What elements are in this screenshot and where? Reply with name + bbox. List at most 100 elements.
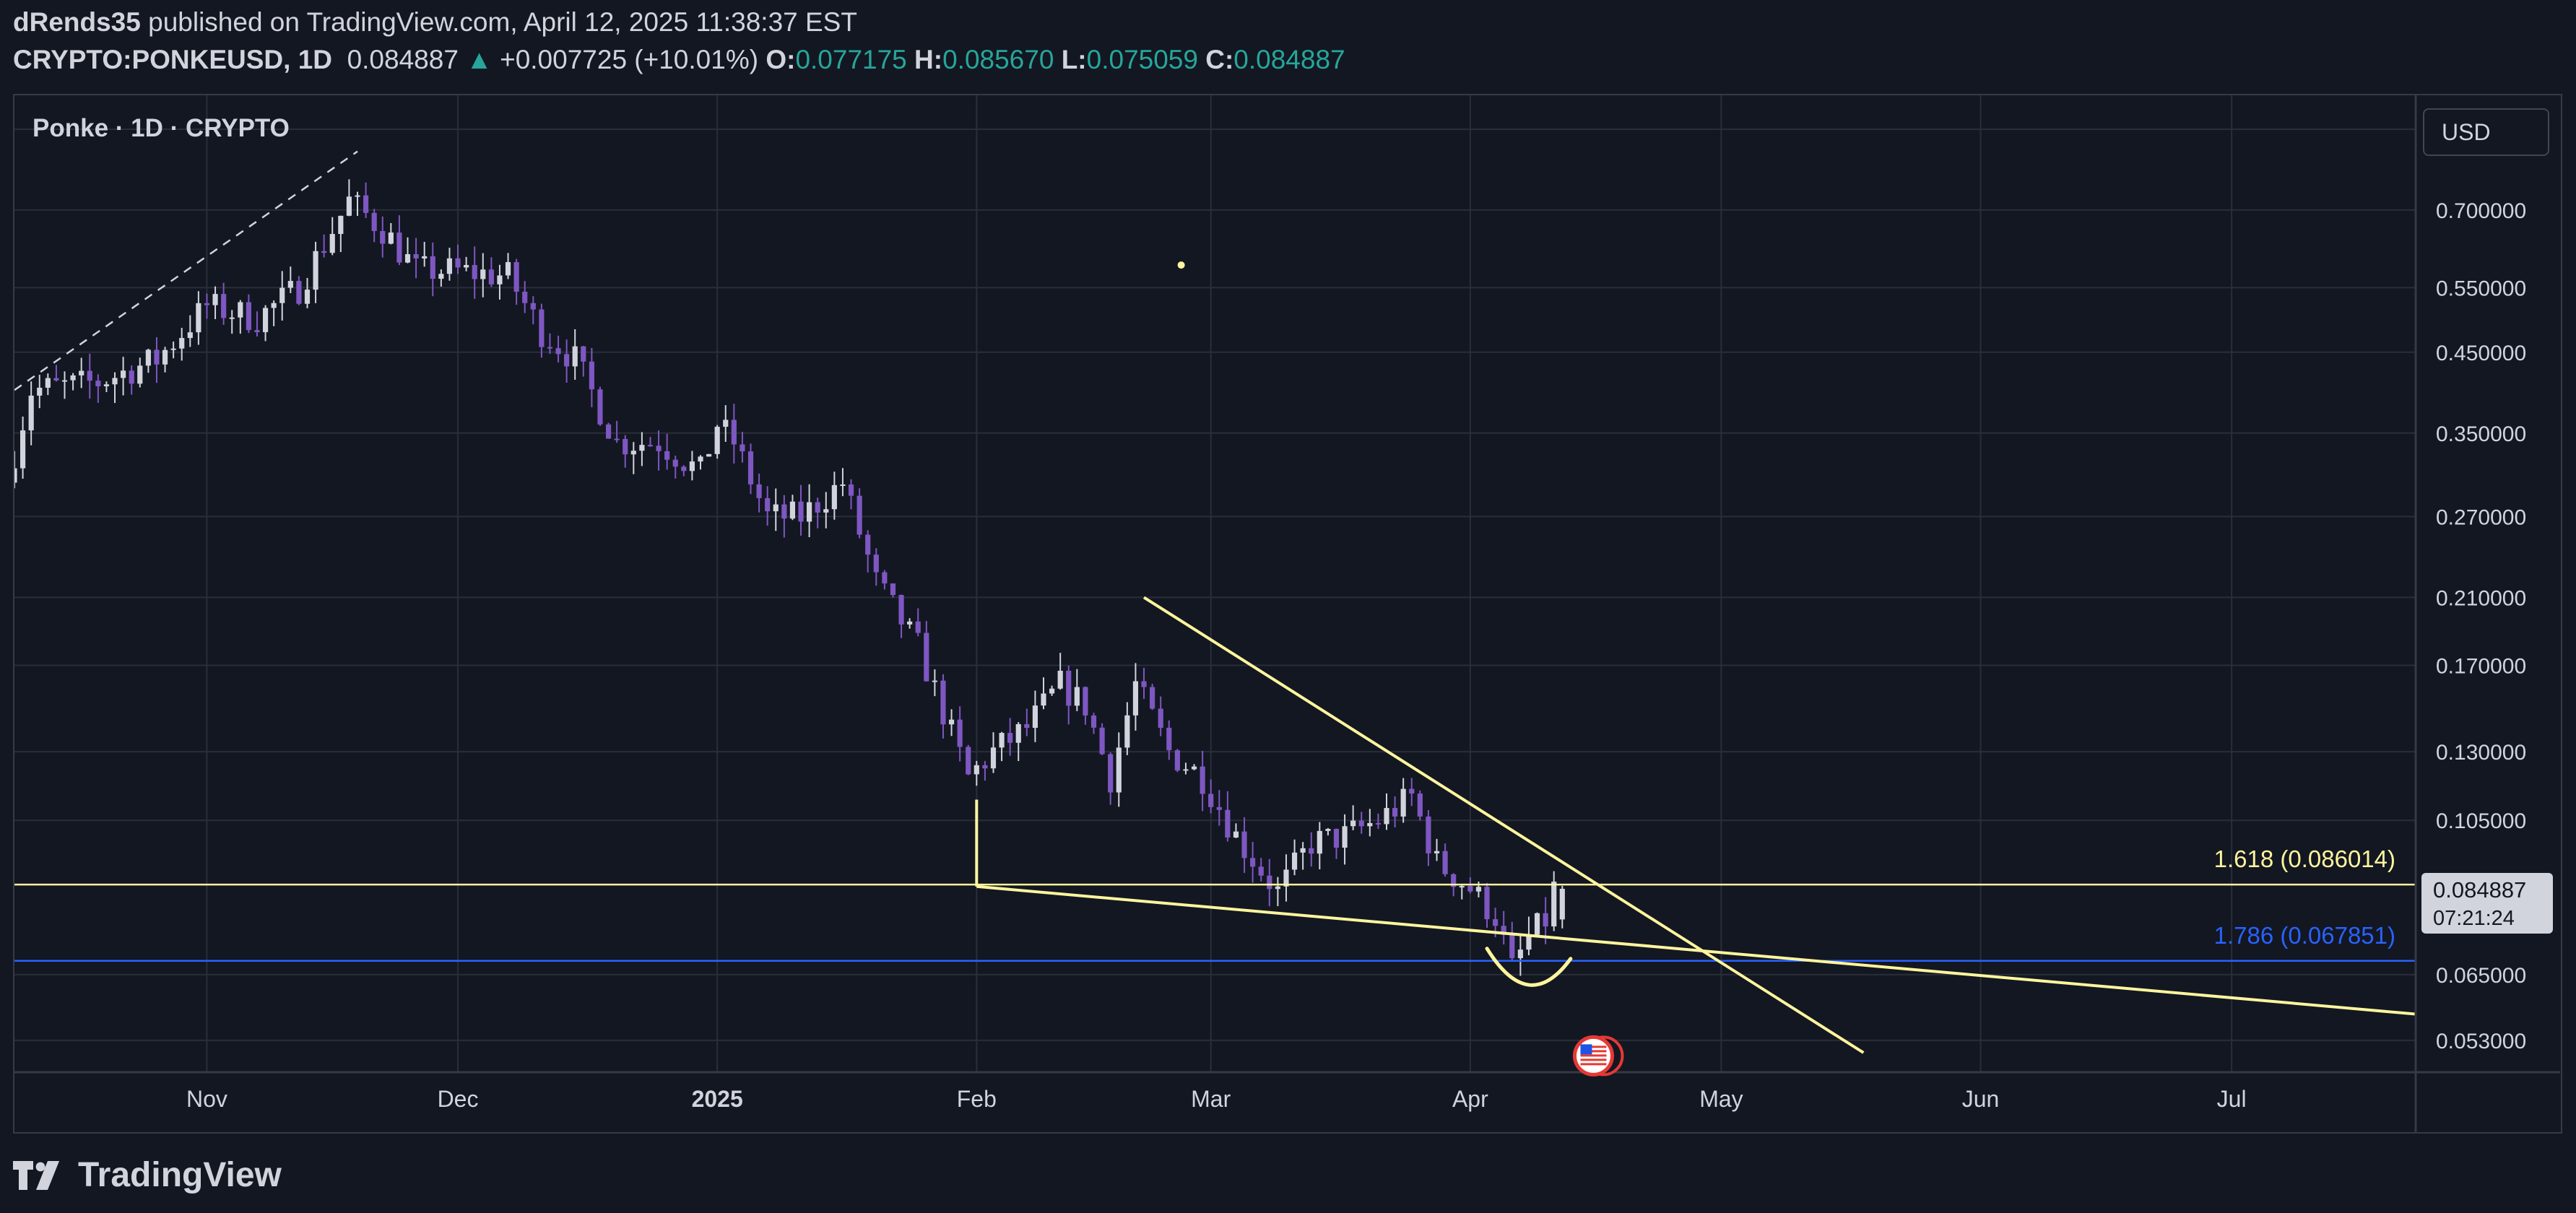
candle-body bbox=[890, 583, 896, 596]
candle-body bbox=[162, 349, 168, 365]
y-tick-label: 0.350000 bbox=[2436, 422, 2526, 446]
tradingview-logo-icon bbox=[13, 1160, 59, 1190]
open-label: O: bbox=[766, 45, 796, 74]
candle-body bbox=[1501, 926, 1506, 935]
candle-body bbox=[1517, 949, 1523, 959]
candle-body bbox=[999, 733, 1005, 748]
candle-body bbox=[898, 595, 904, 625]
candle-body bbox=[380, 230, 386, 244]
candle-body bbox=[329, 234, 335, 253]
candle-body bbox=[1066, 670, 1072, 706]
author-name[interactable]: dRends35 bbox=[13, 7, 141, 37]
open-value: 0.077175 bbox=[795, 45, 907, 74]
candle-body bbox=[1049, 688, 1055, 694]
x-tick-label: May bbox=[1699, 1086, 1743, 1112]
candle-body bbox=[1534, 913, 1540, 935]
candle-body bbox=[313, 251, 318, 290]
candle-body bbox=[1526, 934, 1532, 950]
candle-body bbox=[924, 632, 929, 682]
candle-body bbox=[304, 290, 311, 304]
candle-body bbox=[1024, 723, 1030, 729]
candle-body bbox=[581, 346, 586, 362]
candle-body bbox=[948, 719, 955, 725]
low-value: 0.075059 bbox=[1086, 45, 1198, 74]
candle-body bbox=[1426, 816, 1431, 853]
candle-body bbox=[246, 302, 251, 331]
candle-body bbox=[112, 378, 118, 385]
candle-body bbox=[121, 370, 126, 378]
candle-body bbox=[747, 451, 754, 484]
y-tick-label: 0.550000 bbox=[2436, 277, 2526, 300]
candle-body bbox=[271, 303, 277, 308]
candle-body bbox=[1551, 882, 1557, 927]
candle-body bbox=[547, 347, 553, 349]
candle-body bbox=[530, 303, 536, 310]
flag-stripe bbox=[1580, 1045, 1607, 1048]
x-tick-label: Dec bbox=[438, 1086, 479, 1112]
publish-info: published on TradingView.com, April 12, … bbox=[140, 7, 857, 37]
candle-body bbox=[857, 495, 862, 535]
candle-body bbox=[287, 281, 293, 288]
tradingview-logo[interactable]: TradingView bbox=[13, 1155, 282, 1195]
currency-button[interactable]: USD bbox=[2423, 108, 2549, 156]
candle-body bbox=[1442, 851, 1448, 874]
current-price-tag bbox=[2421, 872, 2553, 934]
chart-legend-title[interactable]: Ponke · 1D · CRYPTO bbox=[32, 114, 290, 142]
candle-body bbox=[614, 438, 620, 440]
candle-body bbox=[404, 254, 411, 263]
x-tick-label: Jun bbox=[1962, 1086, 2000, 1112]
candle-body bbox=[79, 370, 84, 375]
candle-body bbox=[1367, 822, 1373, 827]
candle-body bbox=[672, 459, 678, 467]
flag-stripe bbox=[1580, 1058, 1607, 1061]
candle-body bbox=[681, 466, 687, 471]
candle-body bbox=[1283, 869, 1289, 887]
plot-area bbox=[14, 95, 2416, 1072]
candle-body bbox=[438, 274, 444, 279]
flag-canton bbox=[1580, 1044, 1592, 1055]
x-tick-label: Mar bbox=[1191, 1086, 1231, 1112]
candle-body bbox=[14, 468, 17, 483]
candle-body bbox=[1342, 826, 1348, 848]
candle-body bbox=[212, 294, 218, 305]
candle-body bbox=[446, 258, 453, 274]
candle-body bbox=[1241, 831, 1247, 858]
candle-body bbox=[1275, 886, 1280, 890]
candle-body bbox=[45, 378, 51, 388]
candle-body bbox=[831, 484, 837, 510]
candle-body bbox=[1200, 766, 1205, 794]
candle-body bbox=[1191, 766, 1197, 770]
x-tick-label: 2025 bbox=[692, 1086, 743, 1112]
candle-body bbox=[706, 453, 712, 457]
fib-level-1618-label: 1.618 (0.086014) bbox=[2214, 845, 2395, 872]
candle-body bbox=[1099, 727, 1105, 755]
last-price: 0.084887 bbox=[347, 45, 459, 74]
candle-body bbox=[1158, 708, 1163, 728]
candle-body bbox=[957, 719, 963, 747]
candle-body bbox=[1174, 750, 1180, 771]
candle-body bbox=[656, 445, 662, 451]
candle-body bbox=[1333, 829, 1340, 848]
candle-body bbox=[647, 445, 654, 447]
candle-body bbox=[689, 461, 695, 471]
candle-body bbox=[1509, 934, 1515, 959]
candle-body bbox=[1325, 829, 1331, 831]
candle-body bbox=[103, 384, 110, 386]
candle-body bbox=[254, 330, 260, 333]
candle-body bbox=[1116, 747, 1122, 793]
candle-body bbox=[1317, 830, 1322, 854]
y-tick-label: 0.130000 bbox=[2436, 741, 2526, 765]
candle-body bbox=[789, 501, 796, 519]
x-tick-label: Nov bbox=[186, 1086, 227, 1112]
candle-body bbox=[488, 269, 494, 284]
candle-body bbox=[1141, 681, 1147, 687]
candle-body bbox=[321, 251, 327, 253]
candle-body bbox=[28, 395, 34, 431]
candle-body bbox=[773, 504, 779, 512]
candle-body bbox=[1417, 794, 1423, 817]
candle-body bbox=[1007, 733, 1013, 743]
candle-body bbox=[480, 269, 486, 279]
candle-body bbox=[597, 389, 603, 425]
candle-body bbox=[740, 444, 745, 452]
